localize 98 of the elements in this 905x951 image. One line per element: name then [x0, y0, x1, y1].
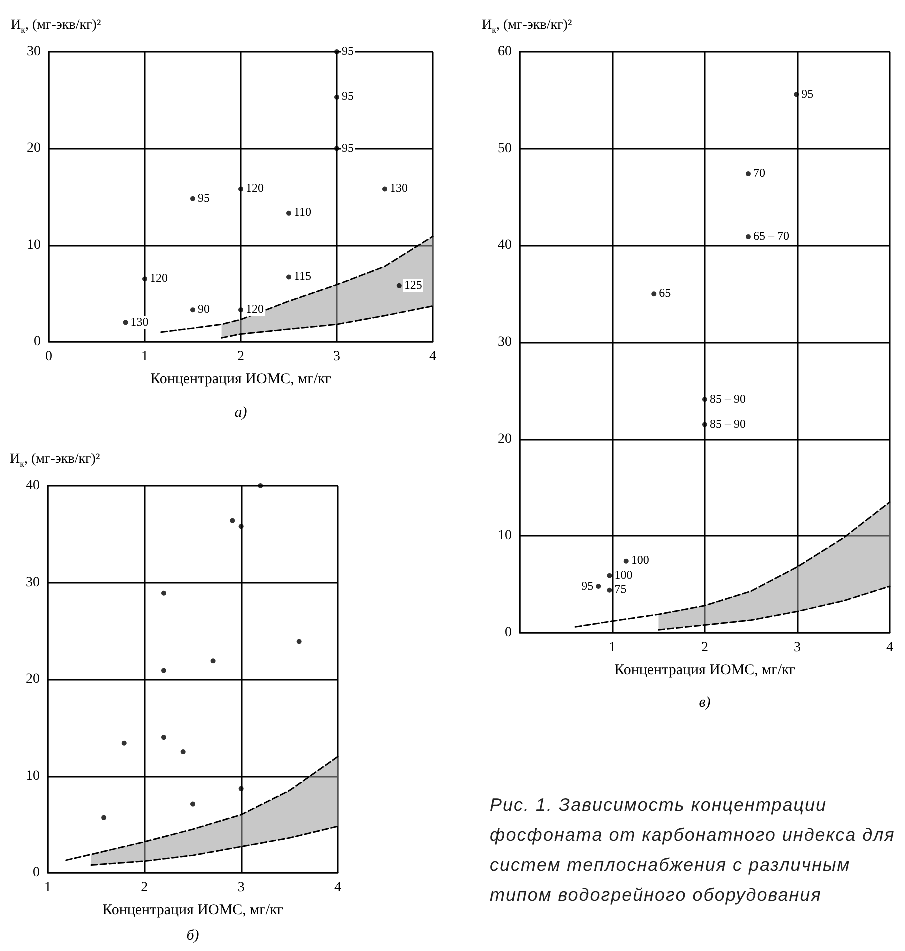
y-axis-title: И$_{к}$, (мг-экв/кг)² — [482, 18, 572, 35]
point — [190, 802, 196, 807]
annotation: 100 — [614, 568, 634, 582]
point — [162, 735, 166, 740]
annotation: 120 — [245, 181, 265, 196]
y-tick-label: 60 — [498, 44, 512, 60]
point — [180, 750, 186, 755]
point — [334, 50, 340, 54]
x-tick-label: 3 — [238, 880, 245, 896]
y-tick-label: 10 — [27, 238, 41, 253]
y-axis-title: И$_{к}$, (мг-экв/кг)² — [11, 18, 102, 35]
point — [238, 786, 244, 792]
point — [142, 276, 148, 282]
point — [652, 292, 657, 297]
y-tick-label: 0 — [505, 626, 512, 640]
point — [102, 815, 107, 820]
annotation: 120 — [149, 271, 169, 286]
point — [162, 590, 166, 596]
text: Рис. 1. Зависимость концентрации фосфоната от карбонатного индекса для систем теплоснабжения с различным типом водогрейного оборудования — [490, 794, 896, 907]
y-tick-label: 40 — [26, 478, 40, 494]
point — [702, 422, 708, 428]
annotation: 125 — [403, 278, 424, 292]
annotation: 95 — [580, 578, 595, 593]
y-tick-label: 0 — [33, 866, 40, 880]
x-tick-label: 1 — [44, 880, 52, 896]
point — [596, 584, 602, 590]
point — [286, 210, 292, 216]
point — [238, 186, 244, 192]
x-tick-label: 2 — [702, 640, 708, 656]
text: б) — [186, 928, 200, 945]
annotation: 65 — [658, 286, 672, 300]
point — [607, 573, 612, 578]
y-tick-label: 20 — [27, 141, 41, 156]
point — [702, 397, 708, 402]
x-axis-title: Концентрация ИОМС, мг/кг — [150, 372, 332, 388]
annotation: 85 – 90 — [709, 416, 747, 431]
point — [230, 518, 236, 524]
x-axis-title: Концентрация ИОМС, мг/кг — [102, 902, 284, 918]
point — [794, 92, 800, 98]
annotation: 110 — [293, 205, 313, 220]
x-tick-label: 4 — [886, 640, 894, 656]
y-tick-label: 0 — [34, 334, 41, 350]
y-tick-label: 10 — [26, 768, 40, 784]
annotation: 95 — [341, 44, 355, 58]
x-axis-title: Концентрация ИОМС, мг/кг — [614, 662, 796, 678]
y-tick-label: 20 — [26, 672, 40, 687]
annotation: 130 — [130, 314, 150, 329]
annotation: 130 — [389, 181, 409, 196]
point — [396, 283, 402, 288]
point — [624, 558, 629, 564]
point — [334, 94, 340, 100]
x-tick-label: 3 — [794, 640, 801, 656]
point — [258, 484, 264, 488]
y-axis-title: И$_{к}$, (мг-экв/кг)² — [10, 452, 100, 469]
point — [746, 172, 751, 177]
annotation: 90 — [197, 302, 211, 316]
x-tick-label: 4 — [430, 350, 436, 364]
point — [286, 274, 292, 280]
annotation: 75 — [614, 582, 628, 596]
x-tick-label: 3 — [334, 350, 340, 364]
x-tick-label: 4 — [334, 880, 342, 896]
annotation: 70 — [752, 166, 766, 180]
y-tick-label: 30 — [27, 44, 41, 60]
point — [210, 658, 216, 664]
point — [607, 588, 612, 593]
y-tick-label: 50 — [498, 141, 512, 156]
y-tick-label: 30 — [26, 575, 40, 590]
annotation: 100 — [630, 553, 650, 568]
y-tick-label: 30 — [498, 335, 512, 350]
text: а) — [234, 405, 248, 422]
y-tick-label: 40 — [498, 238, 512, 254]
y-tick-label: 20 — [498, 432, 512, 447]
point — [382, 186, 388, 192]
annotation: 95 — [341, 89, 355, 104]
point — [296, 639, 302, 644]
x-tick-label: 2 — [141, 880, 148, 896]
point — [122, 740, 127, 746]
point — [190, 308, 196, 313]
point — [123, 320, 128, 326]
text: в) — [698, 695, 712, 712]
point — [746, 234, 751, 240]
annotation: 95 — [800, 86, 815, 101]
point — [190, 196, 196, 202]
point — [334, 146, 340, 152]
x-tick-label: 1 — [609, 640, 616, 656]
annotation: 95 — [341, 140, 355, 155]
annotation: 115 — [293, 269, 313, 284]
annotation: 120 — [245, 302, 265, 316]
annotation: 95 — [197, 190, 211, 205]
y-tick-label: 10 — [498, 528, 512, 544]
point — [238, 524, 244, 530]
x-tick-label: 2 — [238, 350, 244, 364]
point — [238, 308, 244, 313]
annotation: 85 – 90 — [709, 392, 747, 406]
x-tick-label: 1 — [142, 350, 148, 364]
point — [162, 668, 166, 674]
annotation: 65 – 70 — [752, 228, 790, 243]
x-tick-label: 0 — [46, 350, 52, 364]
